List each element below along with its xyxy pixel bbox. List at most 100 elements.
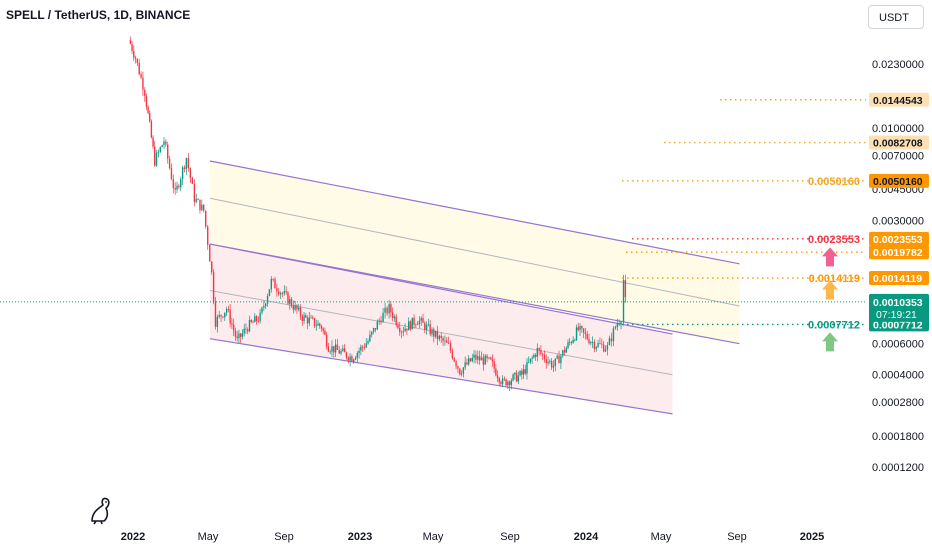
channel-lower-bottom-line: [209, 338, 673, 415]
candle-body: [163, 141, 165, 146]
candle-body: [478, 356, 481, 361]
x-axis-tick-label: 2023: [348, 531, 372, 543]
candle-body: [547, 361, 549, 364]
x-axis-tick-label: 2024: [574, 531, 599, 543]
price-level-label: 0.0050160: [808, 176, 860, 188]
candle-body: [218, 314, 220, 317]
candle-body: [438, 335, 441, 340]
candle-body: [255, 316, 258, 321]
candle-body: [212, 272, 215, 302]
candle-body: [549, 360, 551, 362]
x-axis-tick-label: 2025: [800, 531, 824, 543]
channel-lower-fill: [209, 244, 673, 414]
candle-body: [459, 368, 461, 375]
candle-body: [285, 291, 287, 293]
price-level-badge-bg: [869, 135, 929, 150]
candle-body: [259, 312, 261, 322]
candle-body: [519, 371, 521, 376]
candle-body: [361, 346, 364, 348]
candle-body: [505, 379, 507, 386]
candle-body: [154, 146, 156, 166]
candle-body: [526, 362, 528, 374]
candle-body: [289, 299, 291, 304]
candle-body: [604, 349, 607, 352]
candle-body: [298, 307, 300, 310]
candle-body: [136, 58, 139, 63]
candle-body: [493, 361, 495, 369]
candle-body: [152, 137, 154, 147]
candle-body: [577, 327, 579, 330]
candle-body: [595, 346, 597, 349]
candle-body: [446, 340, 448, 343]
channel-upper-top-line: [209, 160, 740, 265]
price-level-badge-bg: [869, 92, 929, 107]
candle-body: [263, 306, 265, 308]
candle-body: [597, 343, 599, 347]
candle-body: [431, 329, 433, 335]
candle-body: [574, 339, 576, 341]
candle-body: [390, 304, 392, 313]
candle-body: [495, 368, 497, 376]
channel-lower-top-line: [209, 243, 673, 335]
candle-body: [287, 292, 289, 304]
candle-body: [521, 371, 523, 375]
candle-body: [524, 369, 526, 374]
last-price-badge-bg: [869, 293, 929, 322]
candle-body: [427, 324, 430, 326]
candle-body: [533, 355, 535, 358]
candle-body: [606, 345, 609, 350]
candle-body: [202, 204, 205, 211]
candle-body: [319, 323, 321, 327]
price-level-badge-bg: [869, 173, 929, 188]
price-level-badge-bg: [869, 231, 929, 246]
candle-body: [376, 321, 379, 330]
candle-body: [460, 373, 463, 375]
candle-body: [586, 333, 588, 340]
price-level-label: 0.0023553: [808, 234, 860, 246]
candle-body: [579, 326, 581, 330]
y-axis-tick-label: 0.0002800: [872, 397, 924, 409]
candle-body: [588, 339, 590, 344]
candle-body: [185, 158, 188, 169]
candle-body: [601, 343, 603, 345]
candle-body: [554, 358, 557, 367]
candle-body: [254, 316, 256, 323]
candle-body: [612, 328, 615, 342]
candle-body: [199, 199, 201, 211]
candle-body: [371, 331, 373, 335]
price-level-badge: 0.0023553: [873, 234, 923, 246]
candle-body: [442, 338, 444, 342]
candle-body: [147, 106, 149, 114]
candle-body: [234, 330, 237, 337]
candle-body: [222, 316, 224, 318]
candle-body: [490, 357, 492, 360]
candle-body: [409, 321, 412, 330]
candle-body: [270, 278, 272, 290]
candle-body: [320, 326, 323, 329]
candle-body: [349, 356, 351, 361]
candle-body: [225, 309, 228, 313]
currency-selector-button[interactable]: USDT: [868, 5, 924, 29]
tradingview-logo-icon: [91, 497, 110, 525]
candle-body: [155, 152, 158, 166]
candle-body: [325, 334, 328, 347]
candle-body: [558, 355, 560, 364]
candle-body: [201, 204, 203, 211]
candle-body: [457, 366, 459, 369]
candle-body: [317, 323, 319, 326]
candle-body: [231, 323, 233, 325]
candle-body: [500, 382, 502, 384]
candle-body: [281, 292, 284, 294]
last-price-badge: 0.0010353: [873, 297, 923, 309]
candle-body: [197, 199, 199, 200]
candle-body: [327, 346, 330, 352]
candle-body: [189, 168, 192, 179]
candle-body: [436, 330, 439, 340]
candle-body: [424, 322, 426, 331]
candle-body: [334, 344, 337, 353]
candle-body: [397, 324, 399, 328]
candle-body: [207, 226, 209, 245]
price-level-badge: 0.0007712: [873, 319, 923, 331]
candle-body: [187, 158, 190, 169]
